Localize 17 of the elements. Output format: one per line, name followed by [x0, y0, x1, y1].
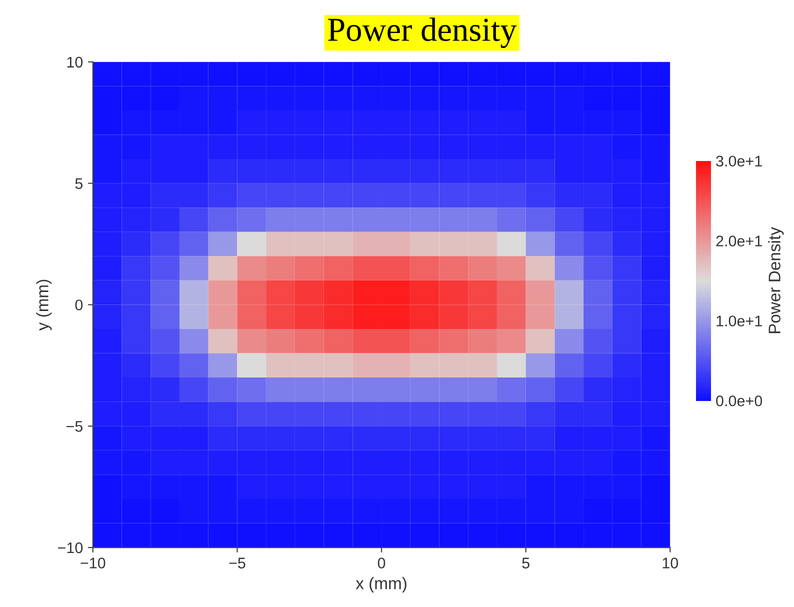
- color-bar-label: 1.0e+1: [716, 316, 762, 326]
- x-tick-label: 5: [522, 558, 530, 568]
- x-tick-label: 0: [378, 558, 386, 568]
- y-axis-title: y (mm): [36, 280, 52, 331]
- x-tick-label: −5: [229, 558, 246, 568]
- color-bar-label: 0.0e+0: [716, 395, 762, 406]
- color-bar-label: 2.0e+1: [716, 236, 762, 246]
- color-bar-title: Power Density: [768, 227, 784, 334]
- y-tick-label: −10: [58, 542, 83, 554]
- color-bar-label: 3.0e+1: [716, 156, 762, 167]
- chart-title: Power density: [328, 18, 517, 48]
- x-tick-label: 10: [662, 558, 678, 568]
- x-axis-title: x (mm): [356, 577, 406, 593]
- y-tick-label: −5: [66, 421, 83, 432]
- y-tick-label: 5: [75, 178, 83, 189]
- y-tick-label: 0: [75, 300, 83, 310]
- y-tick-label: 10: [67, 56, 83, 68]
